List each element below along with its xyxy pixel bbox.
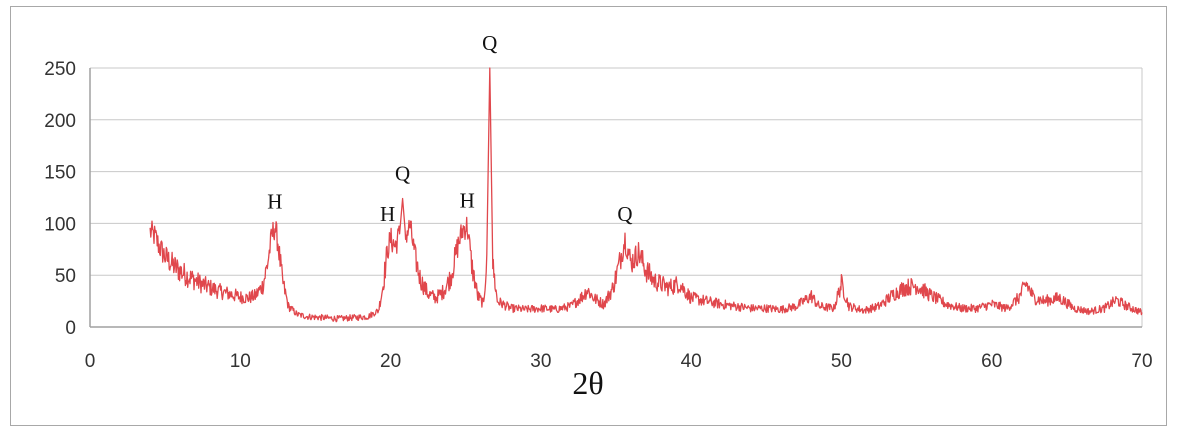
x-axis-title: 2θ [572, 365, 603, 401]
grid-lines [90, 67, 1143, 327]
y-tick-label: 200 [44, 111, 76, 132]
x-tick-label: 70 [1131, 351, 1152, 372]
y-tick-label: 150 [44, 163, 76, 184]
peak-label-q: Q [395, 162, 410, 186]
chart-frame [10, 6, 1167, 426]
y-tick-label: 250 [44, 59, 76, 80]
x-tick-label: 0 [85, 351, 96, 372]
peak-label-h: H [267, 190, 282, 214]
x-tick-label: 60 [981, 351, 1002, 372]
peak-label-q: Q [482, 31, 497, 55]
peak-label-h: H [460, 188, 475, 212]
y-tick-label: 100 [44, 214, 76, 235]
x-tick-label: 10 [230, 351, 251, 372]
x-tick-label: 50 [831, 351, 852, 372]
x-tick-label: 20 [380, 351, 401, 372]
tick-labels: 0 50 100 150 200 250 0 10 20 30 40 50 60 70 [44, 59, 1152, 372]
y-tick-label: 50 [55, 266, 76, 287]
peak-label-h: H [380, 202, 395, 226]
series-line-0 [149, 67, 1143, 323]
y-tick-label: 0 [65, 318, 76, 339]
x-tick-label: 30 [530, 351, 551, 372]
series-layer [149, 67, 1143, 323]
peak-label-q: Q [617, 202, 632, 226]
x-tick-label: 40 [681, 351, 702, 372]
axes [89, 68, 1142, 328]
